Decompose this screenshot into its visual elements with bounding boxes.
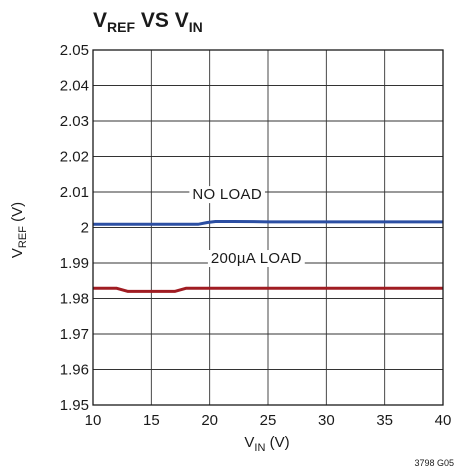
annotation: 200µA LOAD xyxy=(207,250,305,267)
annotation-bg xyxy=(207,250,305,267)
figure-id: 3798 G05 xyxy=(414,458,454,468)
plot-frame xyxy=(92,49,444,406)
y-tick-label: 1.96 xyxy=(60,362,89,379)
title-v1: V xyxy=(93,9,107,32)
annotations: NO LOAD 200µA LOAD xyxy=(189,186,305,267)
y-tick-label: 2.03 xyxy=(60,113,89,130)
y-tick-label: 2.02 xyxy=(60,149,89,166)
y-axis-label-unit: (V) xyxy=(9,202,26,226)
series-annotation-label: 200µA LOAD xyxy=(211,250,302,267)
x-tick-label: 20 xyxy=(201,412,218,429)
title-v1-sub: REF xyxy=(107,19,135,35)
x-tick-label: 40 xyxy=(435,412,452,429)
series-line-200ua-load xyxy=(93,286,443,293)
x-axis-label-sub: IN xyxy=(254,442,265,454)
title-v2-sub: IN xyxy=(189,19,203,35)
series-annotation-label: NO LOAD xyxy=(192,186,262,203)
annotation-bg xyxy=(189,186,265,204)
x-tick-labels: 10 15 20 25 30 35 40 xyxy=(85,412,452,429)
x-axis-label-unit: (V) xyxy=(265,434,289,451)
x-axis-label: VIN (V) xyxy=(244,434,289,454)
annotation: NO LOAD xyxy=(189,186,265,204)
y-tick-label: 1.95 xyxy=(60,397,89,414)
series-lines xyxy=(93,219,443,293)
y-tick-label: 2.04 xyxy=(60,78,89,95)
title-v2: V xyxy=(175,9,189,32)
x-tick-label: 30 xyxy=(318,412,335,429)
y-axis-label-main: V xyxy=(9,248,26,258)
y-tick-label: 2.05 xyxy=(60,42,89,59)
x-tick-label: 25 xyxy=(260,412,277,429)
chart-title: VREF VS VIN xyxy=(93,9,203,35)
y-tick-label: 1.99 xyxy=(60,255,89,272)
y-tick-label: 1.97 xyxy=(60,326,89,343)
y-axis-label-sub: REF xyxy=(17,226,29,248)
x-tick-label: 10 xyxy=(85,412,102,429)
y-tick-label: 2.01 xyxy=(60,184,89,201)
grid xyxy=(93,50,443,405)
x-tick-label: 35 xyxy=(376,412,393,429)
y-tick-label: 2 xyxy=(81,220,89,237)
x-axis-label-main: V xyxy=(244,434,254,451)
x-tick-label: 15 xyxy=(143,412,160,429)
y-tick-labels: 2.05 2.04 2.03 2.02 2.01 2 1.99 1.98 1.97 1.96 1.9… xyxy=(60,42,89,414)
y-axis-label: VREF (V) xyxy=(9,202,29,258)
title-mid: VS xyxy=(135,9,175,32)
series-line-no-load xyxy=(93,219,443,226)
y-tick-label: 1.98 xyxy=(60,291,89,308)
